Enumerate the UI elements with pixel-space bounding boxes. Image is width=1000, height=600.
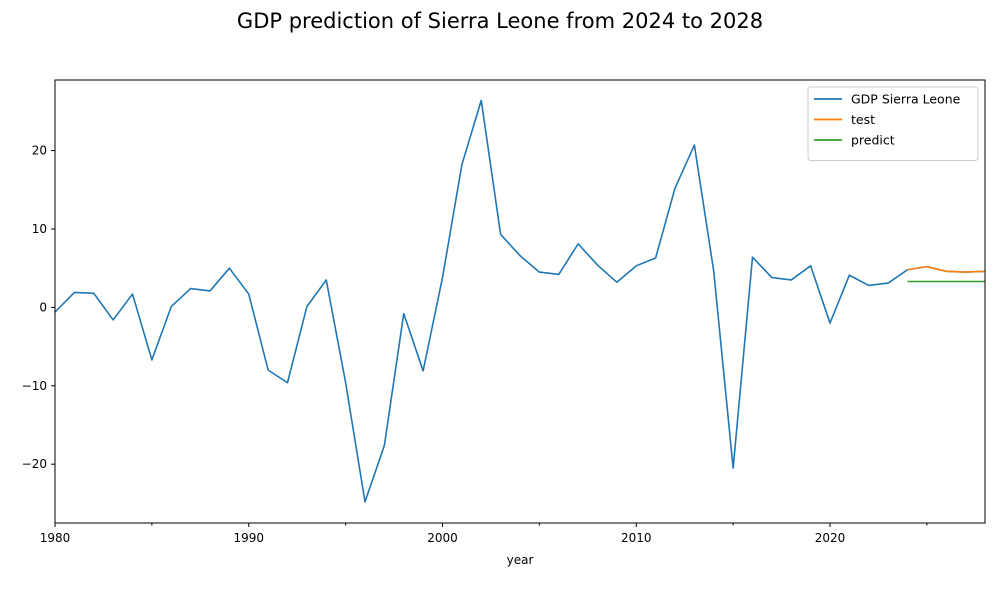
x-tick-label: 2020 bbox=[815, 531, 846, 545]
legend: GDP Sierra Leone test predict bbox=[807, 86, 979, 161]
y-tick-label: −10 bbox=[22, 379, 47, 393]
legend-box bbox=[807, 86, 979, 161]
y-tick-label: −20 bbox=[22, 457, 47, 471]
series-line-1 bbox=[907, 265, 985, 273]
x-tick-label: 2000 bbox=[427, 531, 458, 545]
chart-title: GDP prediction of Sierra Leone from 2024… bbox=[237, 9, 763, 33]
series-layer bbox=[55, 99, 985, 503]
x-tick-label: 1990 bbox=[233, 531, 264, 545]
x-axis-label: year bbox=[507, 553, 534, 567]
y-axis: −20 −10 0 10 20 bbox=[22, 144, 55, 471]
y-tick-label: 0 bbox=[39, 300, 47, 314]
y-tick-label: 20 bbox=[32, 144, 47, 158]
series-line-0 bbox=[55, 99, 985, 503]
x-axis: 1980 1990 2000 2010 2020 bbox=[40, 523, 928, 545]
x-tick-label: 2010 bbox=[621, 531, 652, 545]
legend-entry: predict bbox=[851, 133, 895, 148]
x-tick-label: 1980 bbox=[40, 531, 71, 545]
plot-frame bbox=[54, 79, 986, 524]
legend-entry: test bbox=[851, 112, 875, 127]
y-tick-label: 10 bbox=[32, 222, 47, 236]
legend-entry: GDP Sierra Leone bbox=[851, 92, 961, 107]
